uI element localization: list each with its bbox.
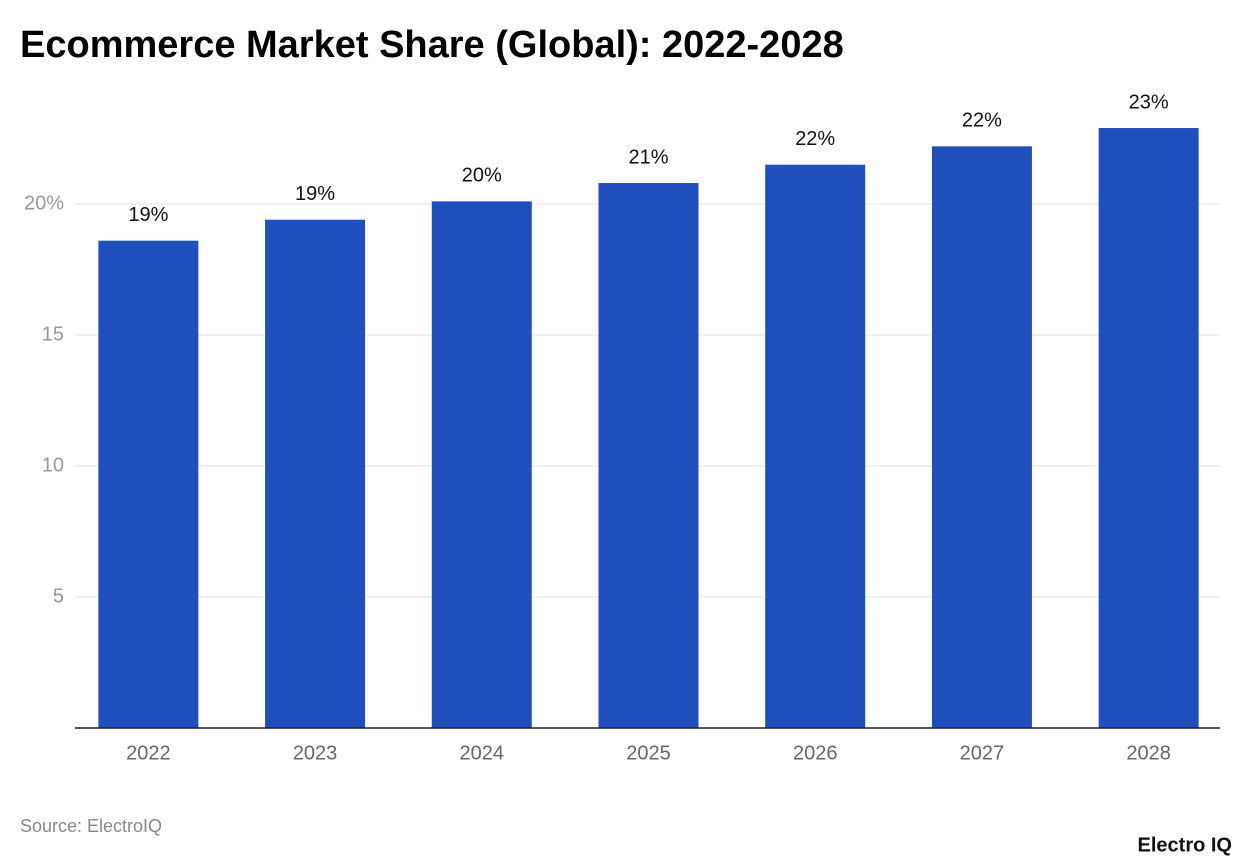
x-tick-label: 2023	[293, 742, 338, 764]
y-tick-label: 10	[42, 454, 64, 476]
value-label: 19%	[128, 204, 168, 226]
bar	[598, 183, 699, 729]
value-label: 19%	[295, 183, 335, 205]
source: Source: ElectroIQ	[20, 816, 162, 836]
value-label: 20%	[462, 165, 502, 187]
x-tick-label: 2025	[626, 742, 671, 764]
bar	[431, 201, 532, 728]
x-tick-label: 2024	[460, 742, 505, 764]
bar	[931, 146, 1032, 729]
value-label: 21%	[628, 146, 668, 168]
value-label: 23%	[1129, 91, 1169, 113]
bar	[98, 240, 199, 728]
x-tick-label: 2022	[126, 742, 171, 764]
y-tick-label: 15	[42, 323, 64, 345]
y-tick-label: 20%	[24, 192, 64, 214]
y-tick-label: 5	[53, 585, 64, 607]
bar	[765, 164, 866, 728]
x-tick-label: 2028	[1126, 742, 1171, 764]
brand: Electro IQ	[1138, 834, 1232, 856]
x-tick-label: 2027	[960, 742, 1005, 764]
value-label: 22%	[962, 110, 1002, 132]
x-tick-label: 2026	[793, 742, 838, 764]
chart-title: Ecommerce Market Share (Global): 2022-20…	[20, 24, 844, 66]
value-label: 22%	[795, 128, 835, 150]
bar	[265, 219, 366, 728]
bar	[1098, 128, 1199, 728]
